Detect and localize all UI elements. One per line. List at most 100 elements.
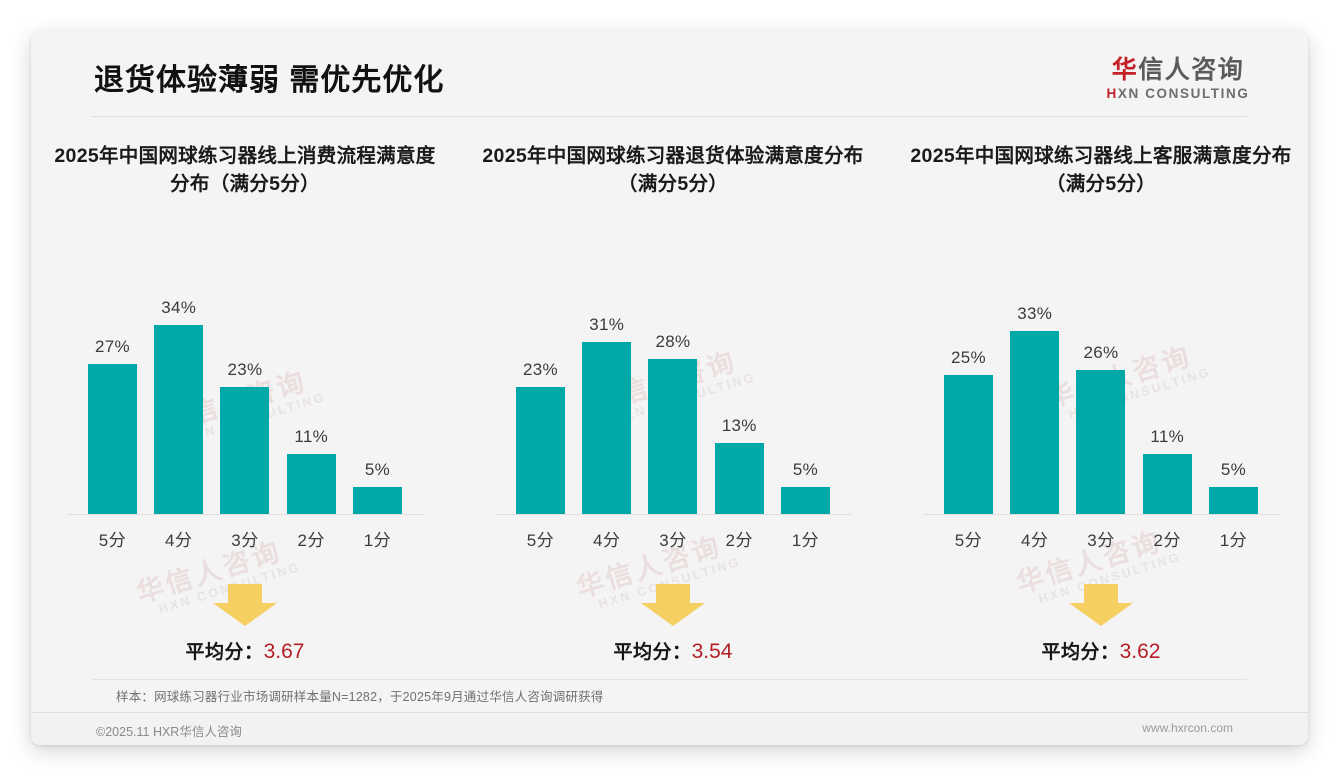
slide-header: 退货体验薄弱 需优先优化 华信人咨询 HXN CONSULTING <box>31 31 1308 117</box>
bar-item[interactable]: 26% <box>1073 260 1128 516</box>
average-score-label: 平均分： <box>1041 642 1120 664</box>
average-score-value: 3.62 <box>1119 640 1161 664</box>
x-tick-label: 5分 <box>98 531 127 551</box>
page-title: 退货体验薄弱 需优先优化 <box>94 64 445 97</box>
x-tick-label: 2分 <box>725 531 753 551</box>
bar-item[interactable]: 23% <box>217 260 272 516</box>
bar-item[interactable]: 28% <box>645 260 700 516</box>
x-tick-label: 1分 <box>791 531 820 551</box>
bar-value-label: 11% <box>294 426 329 446</box>
brand-logo-cn-rest: 信人咨询 <box>1138 56 1245 84</box>
bar-item[interactable]: 5% <box>778 260 833 516</box>
down-arrow-icon <box>641 584 705 627</box>
bar-item[interactable]: 11% <box>284 260 339 516</box>
brand-logo: 华信人咨询 HXN CONSULTING <box>1083 57 1273 102</box>
average-score-block: 平均分：3.62 <box>901 583 1301 664</box>
slide-footer: ©2025.11 HXR华信人咨询 www.hxrcon.com <box>31 713 1308 745</box>
bar-value-label: 5% <box>792 460 819 480</box>
bar-chart: 23% 31% 28% 13% <box>473 240 873 550</box>
bar-value-label: 23% <box>523 359 558 379</box>
average-score-label: 平均分： <box>185 642 264 664</box>
average-score-block: 平均分：3.67 <box>45 583 445 664</box>
chart-title: 2025年中国网球练习器线上客服满意度分布（满分5分） <box>910 145 1292 195</box>
average-score: 平均分：3.62 <box>1042 637 1161 664</box>
chart-title: 2025年中国网球练习器线上消费流程满意度分布（满分5分） <box>54 145 436 195</box>
x-axis-tick-labels: 5分 4分 3分 2分 1分 <box>941 526 1261 551</box>
sample-footnote: 样本：网球练习器行业市场调研样本量N=1282，于2025年9月通过华信人咨询调… <box>116 690 604 704</box>
bar-rect[interactable] <box>1010 330 1060 516</box>
bar-rect[interactable] <box>88 364 138 516</box>
bar-rect[interactable] <box>516 386 566 516</box>
average-score: 平均分：3.54 <box>614 637 733 664</box>
bar-value-label: 26% <box>1083 342 1119 362</box>
bar-item[interactable]: 11% <box>1140 260 1195 516</box>
bar-rect[interactable] <box>154 324 204 516</box>
x-tick-label: 4分 <box>593 531 621 551</box>
bar-rect[interactable] <box>944 375 994 516</box>
x-axis-tick-labels: 5分 4分 3分 2分 1分 <box>85 526 405 551</box>
bar-group: 27% 34% 23% 11% <box>85 260 405 516</box>
bar-item[interactable]: 34% <box>151 260 206 516</box>
bar-value-label: 28% <box>655 331 691 351</box>
bar-rect[interactable] <box>648 358 698 516</box>
bar-value-label: 27% <box>95 337 130 357</box>
x-tick-label: 4分 <box>165 531 193 551</box>
bar-group: 23% 31% 28% 13% <box>513 260 833 516</box>
bar-item[interactable]: 23% <box>513 260 568 516</box>
x-tick-label: 3分 <box>659 531 687 551</box>
bar-item[interactable]: 5% <box>1206 260 1261 516</box>
average-score: 平均分：3.67 <box>186 637 305 664</box>
bar-item[interactable]: 27% <box>85 260 140 516</box>
bar-value-label: 5% <box>364 460 391 480</box>
bar-group: 25% 33% 26% 11% <box>941 260 1261 516</box>
bar-rect[interactable] <box>1208 487 1258 516</box>
chart-panel-customer-service: 2025年中国网球练习器线上客服满意度分布（满分5分） 25% 33% 26% <box>887 143 1308 664</box>
bar-value-label: 13% <box>721 415 757 435</box>
website-url[interactable]: www.hxrcon.com <box>1142 721 1233 735</box>
bar-rect[interactable] <box>582 341 632 516</box>
x-tick-label: 1分 <box>363 531 392 551</box>
bar-value-label: 11% <box>1150 426 1185 446</box>
x-axis-tick-labels: 5分 4分 3分 2分 1分 <box>513 526 833 551</box>
brand-logo-en-accent: H <box>1106 86 1118 101</box>
x-tick-label: 5分 <box>526 531 555 551</box>
chart-title: 2025年中国网球练习器退货体验满意度分布（满分5分） <box>482 145 864 195</box>
chart-panel-consumption-flow: 2025年中国网球练习器线上消费流程满意度分布（满分5分） 27% 34% 23… <box>31 143 459 664</box>
charts-row: 2025年中国网球练习器线上消费流程满意度分布（满分5分） 27% 34% 23… <box>31 143 1308 664</box>
header-divider <box>92 116 1247 117</box>
average-score-value: 3.54 <box>691 640 733 664</box>
down-arrow-icon <box>1069 584 1133 627</box>
bar-rect[interactable] <box>1076 369 1126 516</box>
bar-rect[interactable] <box>286 453 336 516</box>
brand-logo-cn: 华信人咨询 <box>1083 57 1273 84</box>
x-axis-line <box>923 514 1279 516</box>
bar-rect[interactable] <box>780 487 830 516</box>
bar-value-label: 34% <box>161 297 197 317</box>
bar-value-label: 25% <box>951 348 986 368</box>
bar-rect[interactable] <box>714 442 764 516</box>
bar-item[interactable]: 13% <box>712 260 767 516</box>
bar-value-label: 5% <box>1220 460 1247 480</box>
bar-rect[interactable] <box>352 487 402 516</box>
x-axis-line <box>67 514 423 516</box>
footer-divider <box>31 712 1308 713</box>
brand-logo-cn-accent: 华 <box>1111 56 1139 84</box>
x-axis-line <box>495 514 851 516</box>
bar-item[interactable]: 5% <box>350 260 405 516</box>
footnote-divider <box>92 679 1247 680</box>
bar-value-label: 23% <box>227 359 263 379</box>
bar-chart: 25% 33% 26% 11% <box>901 240 1301 550</box>
x-tick-label: 3分 <box>231 531 259 551</box>
copyright-text: ©2025.11 HXR华信人咨询 <box>96 725 242 739</box>
bar-rect[interactable] <box>220 386 270 516</box>
bar-value-label: 33% <box>1017 303 1053 323</box>
x-tick-label: 2分 <box>297 531 325 551</box>
bar-rect[interactable] <box>1142 453 1192 516</box>
bar-item[interactable]: 25% <box>941 260 996 516</box>
bar-value-label: 31% <box>589 314 625 334</box>
x-tick-label: 2分 <box>1153 531 1181 551</box>
brand-logo-en: HXN CONSULTING <box>1083 86 1273 101</box>
bar-item[interactable]: 33% <box>1007 260 1062 516</box>
average-score-label: 平均分： <box>613 642 692 664</box>
bar-item[interactable]: 31% <box>579 260 634 516</box>
